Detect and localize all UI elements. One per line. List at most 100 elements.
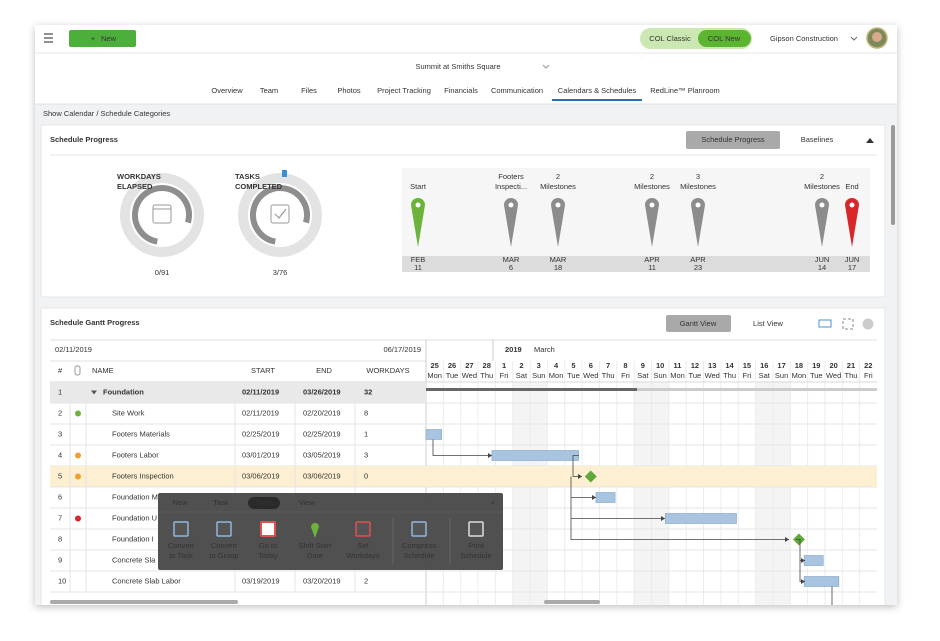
button-label[interactable]: Gantt View (680, 319, 717, 328)
milestone-pin[interactable] (504, 198, 518, 247)
toolbar-button-label[interactable]: Date (307, 551, 323, 560)
toolbar-button-label[interactable]: Convert (168, 541, 195, 550)
button-label[interactable]: Schedule Progress (701, 135, 765, 144)
toolbar-close[interactable]: × (491, 498, 495, 507)
milestone-day: 14 (818, 263, 826, 272)
day-weekday: Mon (549, 371, 564, 380)
task-name[interactable]: Concrete Slab Labor (112, 576, 181, 585)
milestone-pin[interactable] (411, 198, 425, 247)
dependency-arrow (785, 537, 789, 542)
scrollbar (891, 125, 895, 225)
task-name[interactable]: Concrete Sla (112, 555, 156, 564)
collapse-icon[interactable] (866, 138, 874, 143)
nav-tab[interactable]: Overview (211, 86, 243, 95)
milestone-pin[interactable] (645, 198, 659, 247)
weekend-column (755, 382, 773, 605)
expand-caret[interactable] (91, 390, 97, 395)
task-end: 03/05/2019 (303, 450, 341, 459)
gauge-inner (250, 185, 311, 245)
milestone-diamond[interactable] (584, 470, 597, 483)
toolbar-button-label[interactable]: Workdays (346, 551, 379, 560)
toolbar-button-label[interactable]: Compress (402, 541, 436, 550)
task-bar[interactable] (803, 555, 824, 566)
toolbar-button-label[interactable]: to Group (209, 551, 238, 560)
task-name[interactable]: Footers Labor (112, 450, 159, 459)
toolbar-tab[interactable]: Tools (255, 498, 273, 507)
milestone-day: 6 (509, 263, 513, 272)
nav-tab[interactable]: Calendars & Schedules (558, 86, 637, 95)
column-header: WORKDAYS (366, 366, 409, 375)
dependency-link (572, 455, 582, 477)
milestone-pin[interactable] (845, 198, 859, 247)
toolbar-button-label[interactable]: Go to (259, 541, 277, 550)
gantt-month: March (534, 345, 555, 354)
task-name[interactable]: Foundation U (112, 513, 157, 522)
company-name[interactable]: Gipson Construction (770, 34, 838, 43)
milestone-day: 23 (694, 263, 702, 272)
status-dot (75, 452, 81, 459)
task-name[interactable]: Footers Inspection (112, 471, 174, 480)
task-name[interactable]: Footers Materials (112, 429, 170, 438)
nav-tab[interactable]: Financials (444, 86, 478, 95)
view-toggle-option[interactable]: COL New (708, 34, 741, 43)
toolbar-tab[interactable]: New (172, 498, 188, 507)
button[interactable] (666, 315, 731, 332)
toolbar-button-label[interactable]: Convert (211, 541, 238, 550)
toolbar-tab[interactable]: Task (213, 498, 229, 507)
toolbar-button-label[interactable]: Shift Start (299, 541, 333, 550)
milestone-pin-dot (415, 202, 421, 208)
schedule-categories-link[interactable]: Show Calendar / Schedule Categories (43, 109, 170, 118)
milestone-label: Milestones (540, 182, 576, 191)
dependency-arrow (801, 558, 805, 563)
row-number: 2 (58, 408, 62, 417)
status-dot (75, 410, 81, 417)
nav-tab[interactable]: Team (260, 86, 278, 95)
task-bar[interactable] (425, 429, 442, 440)
milestone-pin[interactable] (815, 198, 829, 247)
task-bar[interactable] (803, 576, 840, 587)
toolbar-button-label[interactable]: to Task (169, 551, 193, 560)
view-icon[interactable] (818, 319, 832, 328)
toolbar-button-label[interactable]: Today (258, 551, 278, 560)
toolbar-button-label[interactable]: Print (468, 541, 484, 550)
fit-icon[interactable] (842, 318, 854, 330)
toolbar-button-label[interactable]: Schedule (403, 551, 434, 560)
task-name[interactable]: Foundation I (112, 534, 154, 543)
gauge-label: WORKDAYS (117, 172, 161, 181)
milestone-label: Start (410, 182, 427, 191)
day-number: 26 (448, 361, 456, 370)
button-label[interactable]: Baselines (801, 135, 834, 144)
nav-tab[interactable]: RedLine™ Planroom (650, 86, 720, 95)
nav-tab[interactable]: Files (301, 86, 317, 95)
task-bar[interactable] (595, 492, 616, 503)
task-name[interactable]: Site Work (112, 408, 145, 417)
nav-tab[interactable]: Photos (337, 86, 361, 95)
task-bar[interactable] (491, 450, 579, 461)
weekend-column (530, 382, 548, 605)
milestone-day: 17 (848, 263, 856, 272)
row-number: 8 (58, 534, 62, 543)
milestone-pin[interactable] (551, 198, 565, 247)
task-bar[interactable] (665, 513, 737, 524)
view-toggle-option[interactable]: COL Classic (649, 34, 691, 43)
company-caret (850, 36, 858, 41)
toolbar-button-label[interactable]: Schedule (460, 551, 491, 560)
milestone-pin[interactable] (691, 198, 705, 247)
button[interactable] (686, 131, 780, 149)
nav-tab[interactable]: Communication (491, 86, 543, 95)
day-weekday: Mon (792, 371, 807, 380)
nav-tab[interactable]: Project Tracking (377, 86, 431, 95)
task-name[interactable]: Foundation (103, 387, 144, 396)
button-label[interactable]: List View (753, 319, 783, 328)
toolbar-button-label[interactable]: Set (357, 541, 369, 550)
task-name[interactable]: Foundation M (112, 492, 158, 501)
toolbar-tab[interactable]: View (299, 498, 316, 507)
dependency-arrow (661, 516, 665, 521)
milestone-month: MAR (550, 255, 567, 264)
new-button[interactable] (69, 30, 136, 47)
settings-icon[interactable] (862, 318, 874, 330)
day-number: 27 (465, 361, 473, 370)
day-number: 6 (589, 361, 593, 370)
day-weekday: Sun (532, 371, 545, 380)
check-icon (270, 204, 290, 224)
